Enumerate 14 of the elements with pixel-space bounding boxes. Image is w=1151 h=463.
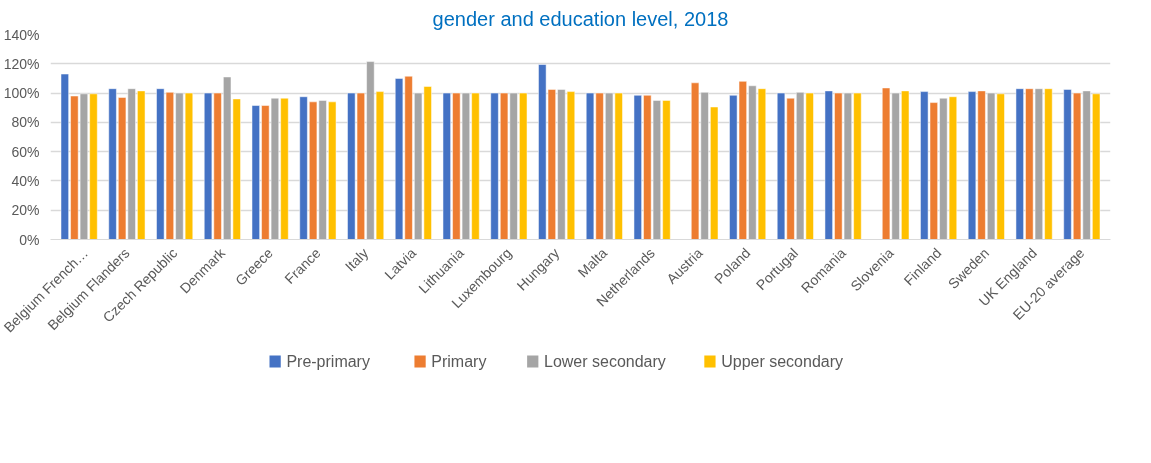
y-tick-label: 60% xyxy=(11,143,40,160)
y-tick-label: 140% xyxy=(3,26,40,43)
legend-label: Lower secondary xyxy=(544,353,666,370)
y-tick-label: 80% xyxy=(11,114,40,131)
y-tick-label: 120% xyxy=(3,55,40,72)
legend-label: Pre-primary xyxy=(286,353,370,370)
y-tick-label: 100% xyxy=(3,85,40,102)
legend-label: Upper secondary xyxy=(721,353,844,370)
chart-title: gender and education level, 2018 xyxy=(432,7,729,30)
y-tick-label: 0% xyxy=(19,231,40,248)
x-tick-label: Italy xyxy=(341,244,372,275)
y-tick-label: 40% xyxy=(11,172,40,189)
legend-label: Primary xyxy=(431,353,487,370)
y-tick-label: 20% xyxy=(11,202,40,219)
